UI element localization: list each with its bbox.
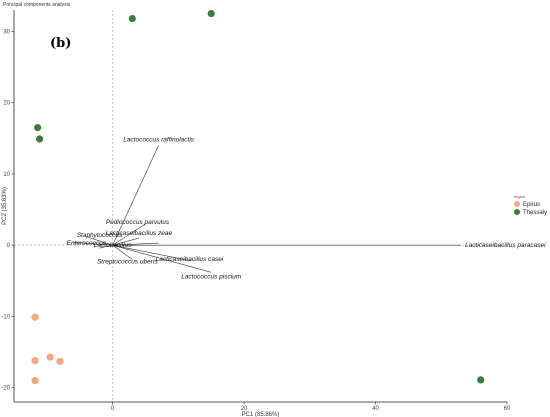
y-tick-label: -10 [1,314,10,320]
cluster-label: Enterococcus [67,240,107,247]
loading-label: Lactococcus piscium [181,273,242,280]
loading-vector [112,237,139,246]
loading-vector [112,223,146,246]
loading-label: Lactococcus raffinolactis [123,136,195,143]
legend-label: Epirus [523,202,540,208]
y-tick-label: 30 [3,29,10,35]
data-point [31,357,39,365]
loading-label: Pediococcus parvulus [106,219,170,226]
y-tick-label: 10 [3,172,10,178]
loading-label: Streptococcus uberis [97,258,158,265]
cluster-label: Staphylococcus [77,232,123,239]
loading-vector [112,242,159,246]
data-point [477,376,485,384]
loading-label: Lacticaseibacillus casei [156,256,224,263]
x-tick-label: 40 [372,406,379,412]
y-tick-label: -20 [1,386,10,392]
y-tick-label: 20 [3,101,10,107]
cluster-label: Lactobacillus [94,242,132,249]
data-point [46,353,54,361]
x-tick-label: 60 [504,406,511,412]
data-point [128,14,136,23]
legend-label: Thessaly [523,210,547,216]
x-axis-title: PC1 (85.86%) [242,412,280,417]
data-point [34,124,42,132]
loading-vector [73,242,113,246]
legend-title: region [514,194,525,199]
y-tick-label: 0 [7,243,11,249]
loading-vector [112,145,159,246]
loading-vector [86,236,113,246]
loading-vector [112,244,133,260]
data-point [31,313,39,321]
y-axis-title: PC2 (35.63%) [2,187,8,225]
data-point [207,9,215,18]
page-title: Principal components analysis [3,2,71,8]
loading-vector [99,244,113,249]
loading-label: Lacticaseibacillus zeae [106,230,173,237]
loading-label: Lacticaseibacillus paracasei [465,242,546,249]
x-tick-label: 20 [241,406,248,412]
panel-label: (b) [50,36,72,51]
data-point [31,377,39,385]
data-point [36,135,44,143]
data-point [56,357,64,365]
loading-vector [112,244,212,273]
legend-marker [514,201,520,207]
loading-vector [112,244,192,262]
x-tick-label: 0 [111,406,115,412]
legend-marker [514,209,520,215]
